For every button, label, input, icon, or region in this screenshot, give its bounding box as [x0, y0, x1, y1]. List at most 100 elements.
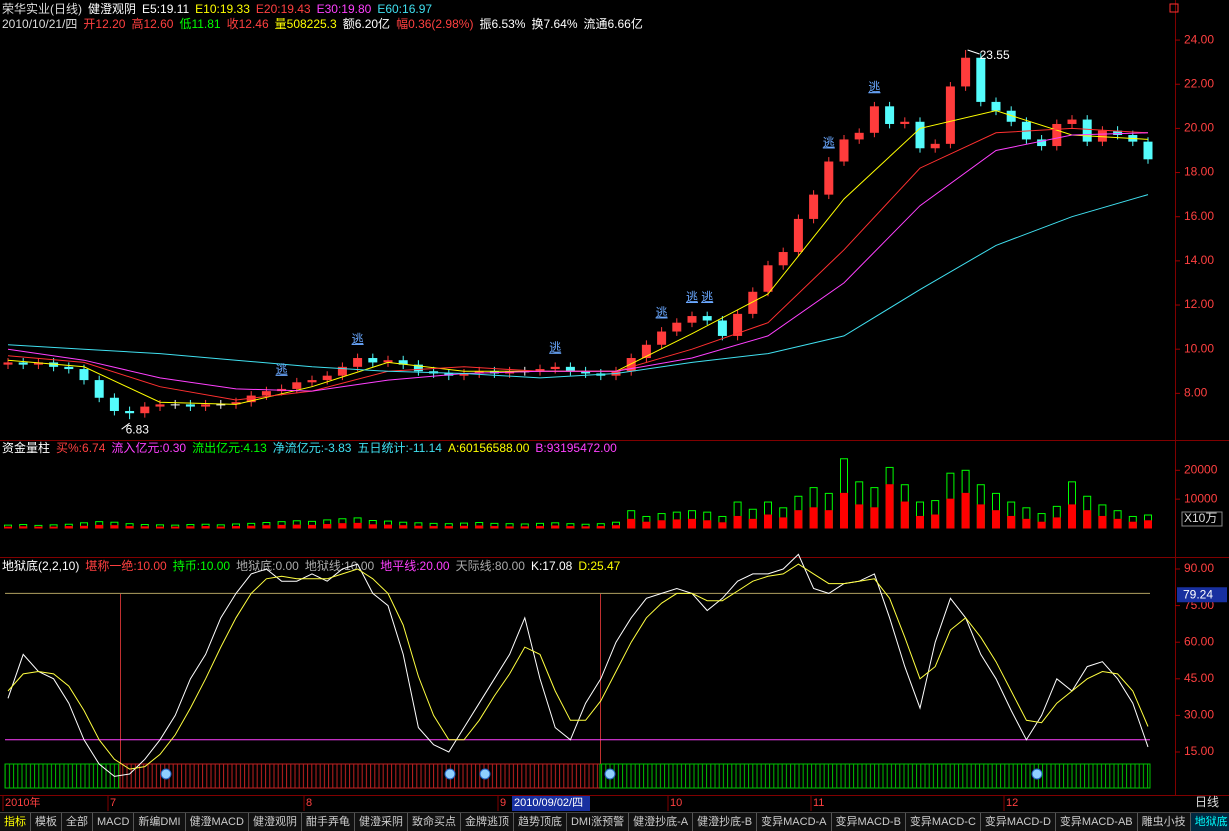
candle-body	[915, 121, 925, 149]
unit-box	[1181, 511, 1223, 527]
candle-body	[717, 320, 727, 336]
candle-body	[246, 395, 256, 403]
volume-bar	[733, 515, 742, 529]
tab[interactable]: 变异MACD-C	[906, 813, 981, 831]
volume-bar	[1068, 504, 1076, 529]
tab[interactable]: 变异MACD-A	[757, 813, 832, 831]
candle-body	[231, 402, 241, 405]
y-tick-label: 22.00	[1184, 76, 1214, 90]
volume-bar	[368, 524, 377, 529]
candle-body	[778, 252, 788, 266]
candle-body	[535, 369, 545, 372]
candle-body	[550, 366, 560, 370]
volume-bar	[657, 520, 666, 529]
tab[interactable]: 健澄采阴	[355, 813, 408, 831]
candle-body	[474, 371, 484, 374]
candle-body	[353, 358, 363, 367]
candle-body	[140, 406, 150, 414]
volume-bar	[885, 484, 894, 529]
header-item: 额6.20亿	[343, 16, 390, 31]
volume-bar	[536, 526, 544, 529]
tab[interactable]: 指标	[0, 813, 31, 831]
moving-average	[7, 194, 1149, 379]
tab[interactable]: 趋势顶底	[514, 813, 567, 831]
pointer	[967, 49, 980, 55]
volume-bar	[186, 526, 195, 529]
candle-body	[398, 360, 408, 365]
candle-body	[383, 360, 393, 363]
volume-bar	[444, 526, 453, 529]
volume-bar	[384, 524, 392, 529]
tab[interactable]: 变异MACD-B	[832, 813, 906, 831]
header-item: 2010/10/21/四	[2, 17, 77, 31]
tab[interactable]: 全部	[62, 813, 93, 831]
candle-body	[322, 375, 332, 381]
tab[interactable]: 雕虫小技	[1138, 813, 1191, 831]
tab[interactable]: 健澄观阴	[249, 813, 302, 831]
candle-body	[1052, 123, 1062, 147]
cursor-date-box	[512, 796, 590, 811]
header-item: 净流亿元:-3.83	[273, 440, 352, 455]
y-tick-label: 24.00	[1184, 32, 1214, 46]
tab[interactable]: 酣手弄龟	[302, 813, 355, 831]
volume-bar	[156, 526, 164, 529]
tab[interactable]: 健澄抄底-B	[693, 813, 758, 831]
candle-body	[79, 369, 89, 381]
candle-body	[1037, 139, 1047, 147]
volume-bar	[34, 526, 43, 529]
tab[interactable]: 健澄抄底-A	[629, 813, 694, 831]
header-item: 振6.53%	[479, 17, 525, 31]
y-tick-label: 20000	[1184, 462, 1218, 476]
header-line: 资金量柱 买%:6.74 流入亿元:0.30 流出亿元:4.13 净流亿元:-3.83 五…	[2, 440, 617, 455]
chart-area: 荣华实业(日线) 健澄观阴 E5:19.11 E10:19.33 E20:19.43 E3…	[0, 0, 1229, 812]
y-tick-label: 18.00	[1184, 165, 1214, 179]
candle-body	[854, 132, 864, 140]
candle-body	[961, 57, 971, 87]
header-item: 地狱底(2,2,10)	[2, 558, 79, 573]
tab[interactable]: 变异MACD-AB	[1056, 813, 1138, 831]
candle-body	[125, 411, 135, 414]
tab[interactable]: 金牌逃顶	[461, 813, 514, 831]
tab[interactable]: 新编DMI	[134, 813, 186, 831]
volume-bar	[870, 507, 879, 529]
volume-bar	[110, 525, 119, 529]
candle-body	[748, 291, 758, 314]
candle-body	[368, 358, 378, 363]
volume-bar	[1113, 518, 1122, 529]
candle-body	[763, 265, 773, 292]
volume-bar	[262, 525, 271, 529]
tab[interactable]: 地狱底	[1190, 813, 1229, 831]
volume-bar	[490, 526, 499, 529]
volume-bar	[140, 526, 149, 529]
tab[interactable]: 致命买点	[408, 813, 461, 831]
candle-body	[292, 382, 302, 389]
candle-body	[839, 139, 849, 162]
header-item: 资金量柱	[2, 440, 50, 455]
candle-body	[94, 380, 104, 398]
volume-bar	[1083, 510, 1092, 529]
candle-body	[1097, 130, 1107, 142]
header-item: 地狱底:0.00	[236, 558, 299, 573]
tab[interactable]: DMI涨预警	[567, 813, 630, 831]
x-axis-label: 9	[500, 797, 506, 809]
volume-bar	[596, 526, 605, 529]
tab[interactable]: MACD	[93, 813, 135, 831]
tab[interactable]: 健澄MACD	[186, 813, 249, 831]
volume-bar	[946, 498, 955, 529]
signal-label: 逃	[686, 290, 698, 304]
header-item: 持币:10.00	[173, 558, 231, 573]
volume-bar	[80, 525, 88, 529]
volume-bar	[931, 514, 940, 529]
y-tick-label: 45.00	[1184, 671, 1214, 685]
y-tick-label: 60.00	[1184, 634, 1214, 648]
candle-body	[900, 121, 910, 124]
tab[interactable]: 模板	[31, 813, 62, 831]
window-icon[interactable]	[1169, 3, 1179, 13]
volume-bar	[1007, 515, 1016, 529]
moving-average	[7, 132, 1149, 392]
tab[interactable]: 变异MACD-D	[981, 813, 1056, 831]
tab-bar: 指标 模板 全部 MACD 新编DMI 健澄MACD 健澄观阴 酣手弄龟 健澄采阴 致命买点 金牌逃…	[0, 812, 1229, 831]
header-item: 健澄观阴	[88, 1, 136, 16]
volume-bar	[1128, 521, 1137, 529]
volume-bar	[779, 517, 788, 529]
